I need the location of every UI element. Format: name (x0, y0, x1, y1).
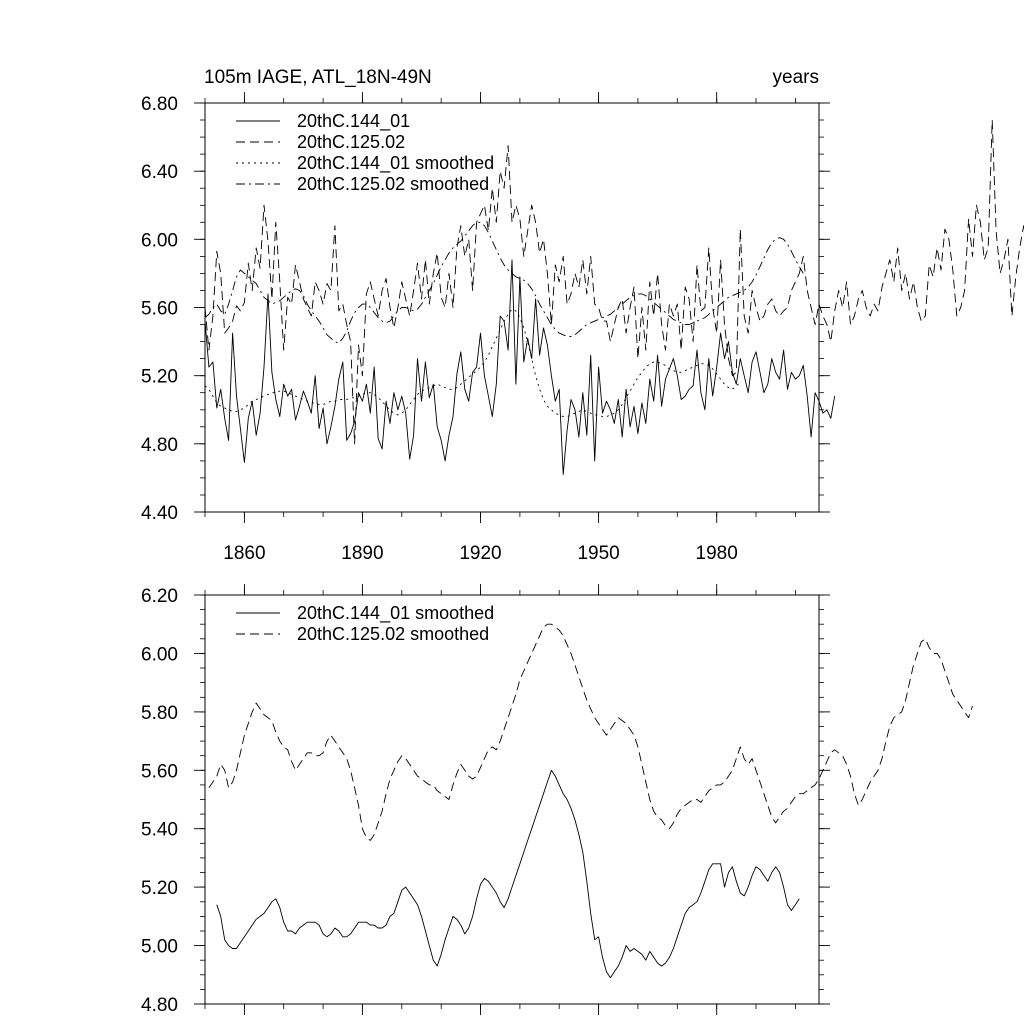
top-chart-series-20thc-125-02-smoothed (204, 221, 804, 344)
top-chart-y-tick-label: 4.80 (141, 435, 178, 456)
top-chart-tick-layer (194, 92, 830, 523)
top-chart-label-layer: 4.40 4.80 5.20 5.60 6.00 6.40 6.80 1860 1890 1920… (141, 94, 738, 564)
bottom-chart-y-tick-label: 5.20 (141, 878, 178, 899)
top-chart-legend-label-20thc-125-02-smoothed: 20thC.125.02 smoothed (297, 174, 489, 194)
bottom-chart-series-20thc-125-02-smoothed (208, 623, 973, 841)
bottom-chart-y-tick-label: 5.00 (141, 937, 178, 958)
top-chart-units: years (773, 67, 819, 88)
bottom-chart-series-layer (208, 623, 973, 979)
bottom-chart-y-tick-label: 6.00 (141, 644, 178, 665)
top-chart-y-tick-label: 5.20 (141, 367, 178, 388)
top-chart-frame (204, 102, 820, 513)
top-chart-x-tick-label: 1860 (223, 543, 265, 564)
top-chart-y-tick-label: 6.40 (141, 162, 178, 183)
top-chart-x-tick-label: 1950 (577, 543, 619, 564)
bottom-chart-series-20thc-144-01-smoothed (216, 769, 800, 979)
bottom-chart-frame (204, 594, 820, 1005)
top-chart-series-20thc-144-01 (204, 259, 836, 475)
bottom-chart-legend-label-20thc-125-02-smoothed: 20thC.125.02 smoothed (297, 624, 489, 644)
top-chart-y-tick-label: 4.40 (141, 503, 178, 524)
top-chart-legend-label-20thc-125-02: 20thC.125.02 (297, 132, 405, 152)
top-chart-series-layer (204, 119, 1024, 475)
bottom-chart-y-tick-label: 5.40 (141, 820, 178, 841)
bottom-chart-tick-layer (194, 584, 830, 1015)
top-chart-x-tick-label: 1920 (459, 543, 501, 564)
top-chart-x-tick-label: 1890 (341, 543, 383, 564)
top-chart-y-tick-label: 6.80 (141, 94, 178, 115)
top-chart-y-tick-label: 6.00 (141, 230, 178, 251)
top-chart-y-tick-label: 5.60 (141, 299, 178, 320)
bottom-chart: 4.80 5.00 5.20 5.40 5.60 5.80 6.00 6.20 20thC.1… (141, 584, 973, 1016)
top-chart-series-20thc-125-02 (204, 119, 1024, 445)
bottom-chart-label-layer: 4.80 5.00 5.20 5.40 5.60 5.80 6.00 6.20 (141, 586, 178, 1016)
bottom-chart-y-tick-label: 6.20 (141, 586, 178, 607)
top-chart-legend-label-20thc-144-01-smoothed: 20thC.144_01 smoothed (297, 153, 494, 174)
bottom-chart-legend-label-20thc-144-01-smoothed: 20thC.144_01 smoothed (297, 603, 494, 624)
top-chart: 105m IAGE, ATL_18N-49N years 4.40 4.80 5.2… (141, 67, 1024, 564)
bottom-chart-y-tick-label: 4.80 (141, 995, 178, 1016)
top-chart-x-tick-label: 1980 (696, 543, 738, 564)
bottom-chart-y-tick-label: 5.80 (141, 703, 178, 724)
top-chart-title: 105m IAGE, ATL_18N-49N (204, 67, 432, 88)
bottom-chart-y-tick-label: 5.60 (141, 761, 178, 782)
top-chart-legend-label-20thc-144-01: 20thC.144_01 (297, 111, 410, 132)
